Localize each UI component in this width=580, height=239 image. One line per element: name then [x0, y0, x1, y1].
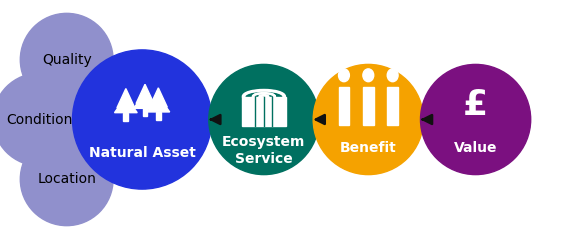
- Ellipse shape: [420, 64, 531, 175]
- Ellipse shape: [20, 133, 113, 226]
- Ellipse shape: [209, 64, 319, 175]
- Ellipse shape: [0, 73, 86, 166]
- Text: Benefit: Benefit: [340, 141, 397, 155]
- Polygon shape: [147, 96, 170, 112]
- Polygon shape: [156, 112, 161, 120]
- Polygon shape: [143, 108, 147, 116]
- Polygon shape: [387, 87, 398, 125]
- Polygon shape: [133, 92, 157, 108]
- Ellipse shape: [72, 50, 212, 189]
- Ellipse shape: [20, 13, 113, 106]
- Text: Condition: Condition: [6, 113, 72, 126]
- Text: Quality: Quality: [42, 53, 92, 67]
- Polygon shape: [150, 88, 167, 107]
- Polygon shape: [363, 87, 374, 125]
- Ellipse shape: [387, 69, 398, 82]
- Polygon shape: [114, 97, 137, 113]
- Ellipse shape: [339, 69, 349, 82]
- Polygon shape: [124, 113, 128, 121]
- Ellipse shape: [313, 64, 423, 175]
- Text: Natural Asset: Natural Asset: [89, 146, 195, 160]
- Polygon shape: [136, 84, 154, 103]
- Polygon shape: [339, 87, 349, 125]
- Text: Value: Value: [454, 141, 497, 155]
- Text: Location: Location: [37, 172, 96, 186]
- Text: Ecosystem
Service: Ecosystem Service: [222, 136, 306, 166]
- Polygon shape: [242, 97, 286, 126]
- Polygon shape: [117, 89, 135, 108]
- Ellipse shape: [363, 69, 374, 82]
- Text: £: £: [463, 88, 488, 122]
